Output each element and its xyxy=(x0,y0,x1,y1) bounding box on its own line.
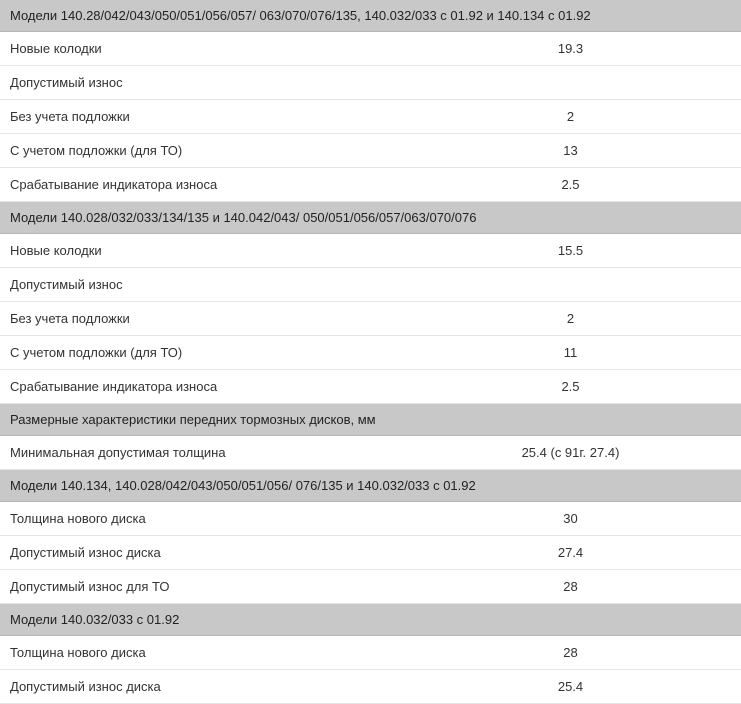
row-value: 15.5 xyxy=(400,234,741,268)
row-label: Без учета подложки xyxy=(0,100,400,134)
row-value: 28 xyxy=(400,570,741,604)
row-label: Новые колодки xyxy=(0,234,400,268)
section-header: Модели 140.134, 140.028/042/043/050/051/… xyxy=(0,470,741,502)
table-row: Новые колодки19.3 xyxy=(0,32,741,66)
table-row: Без учета подложки2 xyxy=(0,100,741,134)
section-header-text: Размерные характеристики передних тормоз… xyxy=(0,404,741,436)
section-header: Модели 140.028/032/033/134/135 и 140.042… xyxy=(0,202,741,234)
row-label: Срабатывание индикатора износа xyxy=(0,370,400,404)
table-row: Допустимый износ xyxy=(0,268,741,302)
row-value: 2.5 xyxy=(400,370,741,404)
section-header: Модели 140.032/033 с 01.92 xyxy=(0,604,741,636)
section-header-text: Модели 140.032/033 с 01.92 xyxy=(0,604,741,636)
table-row: Допустимый износ для ТО28 xyxy=(0,570,741,604)
section-header-text: Модели 140.134, 140.028/042/043/050/051/… xyxy=(0,470,741,502)
row-label: Новые колодки xyxy=(0,32,400,66)
section-header: Размерные характеристики передних тормоз… xyxy=(0,404,741,436)
row-label: Допустимый износ xyxy=(0,66,400,100)
table-row: Новые колодки15.5 xyxy=(0,234,741,268)
table-row: Допустимый износ диска27.4 xyxy=(0,536,741,570)
row-label: С учетом подложки (для ТО) xyxy=(0,134,400,168)
row-value: 19.3 xyxy=(400,32,741,66)
row-label: Допустимый износ диска xyxy=(0,536,400,570)
table-row: Без учета подложки2 xyxy=(0,302,741,336)
row-value: 30 xyxy=(400,502,741,536)
table-row: Минимальная допустимая толщина25.4 (с 91… xyxy=(0,436,741,470)
table-row: Толщина нового диска30 xyxy=(0,502,741,536)
row-label: Без учета подложки xyxy=(0,302,400,336)
row-value xyxy=(400,268,741,302)
row-label: Толщина нового диска xyxy=(0,502,400,536)
section-header: Модели 140.28/042/043/050/051/056/057/ 0… xyxy=(0,0,741,32)
row-label: Минимальная допустимая толщина xyxy=(0,436,400,470)
row-value: 2.5 xyxy=(400,168,741,202)
section-header-text: Модели 140.28/042/043/050/051/056/057/ 0… xyxy=(0,0,741,32)
spec-table: Модели 140.28/042/043/050/051/056/057/ 0… xyxy=(0,0,741,704)
table-row: Допустимый износ xyxy=(0,66,741,100)
row-label: Толщина нового диска xyxy=(0,636,400,670)
row-value: 11 xyxy=(400,336,741,370)
row-label: Допустимый износ для ТО xyxy=(0,570,400,604)
table-row: С учетом подложки (для ТО)13 xyxy=(0,134,741,168)
row-label: Допустимый износ диска xyxy=(0,670,400,704)
spec-table-body: Модели 140.28/042/043/050/051/056/057/ 0… xyxy=(0,0,741,704)
row-value: 2 xyxy=(400,100,741,134)
row-label: С учетом подложки (для ТО) xyxy=(0,336,400,370)
row-value: 2 xyxy=(400,302,741,336)
row-value xyxy=(400,66,741,100)
row-label: Срабатывание индикатора износа xyxy=(0,168,400,202)
section-header-text: Модели 140.028/032/033/134/135 и 140.042… xyxy=(0,202,741,234)
row-value: 25.4 (с 91г. 27.4) xyxy=(400,436,741,470)
table-row: Срабатывание индикатора износа2.5 xyxy=(0,370,741,404)
table-row: С учетом подложки (для ТО)11 xyxy=(0,336,741,370)
table-row: Допустимый износ диска25.4 xyxy=(0,670,741,704)
row-value: 13 xyxy=(400,134,741,168)
row-value: 28 xyxy=(400,636,741,670)
table-row: Срабатывание индикатора износа2.5 xyxy=(0,168,741,202)
row-value: 25.4 xyxy=(400,670,741,704)
row-value: 27.4 xyxy=(400,536,741,570)
table-row: Толщина нового диска28 xyxy=(0,636,741,670)
row-label: Допустимый износ xyxy=(0,268,400,302)
